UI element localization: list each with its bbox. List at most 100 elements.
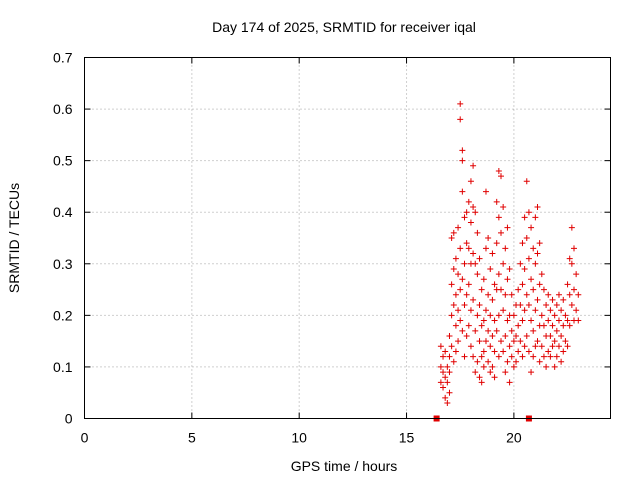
data-point	[528, 224, 535, 231]
data-point	[504, 224, 511, 231]
data-point	[495, 353, 502, 360]
data-point	[564, 281, 571, 288]
data-point	[448, 235, 455, 241]
data-point	[538, 312, 545, 319]
data-point	[489, 250, 496, 257]
data-point	[571, 245, 578, 252]
data-point	[489, 363, 496, 370]
data-point	[521, 307, 528, 314]
data-point	[491, 281, 498, 288]
data-point	[573, 271, 580, 278]
data-point	[506, 343, 513, 350]
data-point	[474, 271, 481, 278]
data-point	[536, 358, 543, 365]
data-point	[525, 209, 532, 216]
plot-frame	[84, 57, 611, 419]
data-point	[489, 332, 496, 339]
data-point	[440, 369, 447, 376]
data-point	[470, 353, 477, 360]
data-point	[504, 317, 511, 324]
data-point	[568, 260, 575, 267]
data-point	[470, 204, 477, 211]
data-point	[540, 353, 547, 360]
data-point	[437, 363, 444, 370]
data-point	[566, 322, 573, 329]
data-point	[448, 312, 455, 319]
data-point	[530, 286, 537, 293]
data-point	[448, 343, 455, 350]
data-point	[470, 296, 477, 303]
data-points	[437, 100, 582, 407]
data-point	[440, 384, 447, 391]
data-point	[485, 291, 492, 298]
data-point	[500, 348, 507, 355]
data-point	[482, 338, 489, 345]
data-point	[489, 296, 496, 303]
data-point	[532, 260, 539, 267]
data-point	[562, 312, 569, 319]
data-point	[547, 332, 554, 339]
data-point	[450, 265, 457, 272]
x-axis-label: GPS time / hours	[291, 458, 398, 474]
data-point	[506, 379, 513, 386]
data-point	[510, 338, 517, 345]
data-point	[455, 307, 462, 314]
data-point	[459, 157, 466, 164]
data-point	[560, 348, 567, 355]
data-point	[487, 265, 494, 272]
data-point	[553, 353, 560, 360]
data-point	[457, 317, 464, 324]
data-point	[521, 214, 528, 221]
data-point	[562, 338, 569, 345]
data-point	[566, 255, 573, 262]
data-point	[523, 291, 530, 298]
data-point	[465, 281, 472, 288]
data-point	[482, 307, 489, 314]
data-point	[545, 291, 552, 298]
data-point	[482, 245, 489, 252]
y-axis-label: SRMTID / TECUs	[6, 183, 22, 293]
x-tick-label: 0	[81, 430, 89, 446]
data-point	[555, 343, 562, 350]
data-point	[517, 302, 524, 309]
data-point	[549, 322, 556, 329]
data-point	[558, 332, 565, 339]
data-point	[459, 147, 466, 154]
y-tick-label: 0.4	[53, 204, 73, 220]
data-point	[575, 317, 582, 324]
data-point	[508, 291, 515, 298]
data-point	[530, 327, 537, 334]
data-point	[502, 245, 509, 252]
data-point	[532, 214, 539, 221]
data-point	[530, 245, 537, 252]
data-point	[504, 358, 511, 365]
data-point	[470, 250, 477, 257]
data-point	[455, 271, 462, 278]
data-point	[558, 307, 565, 314]
data-point	[568, 302, 575, 309]
data-point	[528, 317, 535, 324]
data-point	[457, 116, 464, 123]
data-point	[461, 302, 468, 309]
data-point	[553, 327, 560, 334]
y-tick-label: 0.6	[53, 101, 73, 117]
data-point	[465, 198, 472, 205]
y-tick-label: 0.3	[53, 256, 73, 272]
data-point	[493, 198, 500, 205]
data-point	[446, 332, 453, 339]
data-point	[575, 291, 582, 298]
data-point	[508, 353, 515, 360]
data-point	[474, 358, 481, 365]
data-point	[523, 178, 530, 185]
data-point	[498, 173, 505, 180]
data-point	[566, 291, 573, 298]
data-point	[493, 327, 500, 334]
data-point	[461, 353, 468, 360]
data-point	[457, 286, 464, 293]
x-tick-label: 15	[399, 430, 415, 446]
y-tick-label: 0.2	[53, 307, 73, 323]
data-point	[506, 265, 513, 272]
data-point	[480, 363, 487, 370]
data-point	[555, 317, 562, 324]
